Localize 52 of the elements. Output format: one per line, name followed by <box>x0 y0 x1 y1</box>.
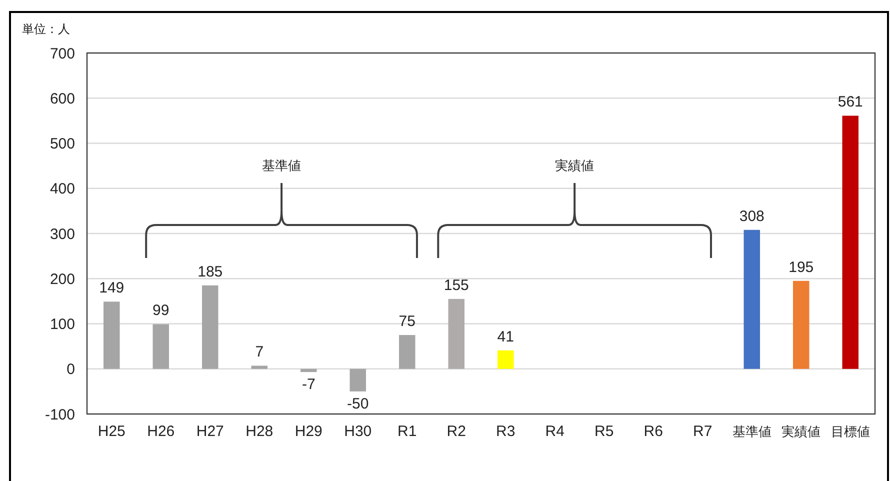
x-tick-label: R6 <box>644 423 663 440</box>
y-tick-label: 600 <box>50 90 75 108</box>
x-tick-label: H30 <box>344 423 372 440</box>
data-label: -50 <box>347 395 369 412</box>
x-tick-label: H27 <box>196 423 224 440</box>
data-label: -7 <box>302 376 316 394</box>
y-tick-label: 200 <box>50 270 75 288</box>
y-tick-label: 0 <box>66 361 75 378</box>
y-axis-title: 単位：人 <box>22 22 70 36</box>
bar <box>448 298 464 369</box>
bar <box>300 368 317 372</box>
bar <box>104 302 120 369</box>
y-tick-label: -100 <box>44 406 75 424</box>
y-tick-label: 400 <box>50 180 75 198</box>
bar <box>793 280 810 369</box>
data-label: 185 <box>198 263 223 280</box>
bar <box>399 335 416 369</box>
data-label: 308 <box>739 208 764 225</box>
bar <box>498 350 514 369</box>
y-tick-label: 100 <box>50 316 75 333</box>
y-tick-label: 500 <box>50 136 75 152</box>
x-tick-label: R1 <box>398 423 417 440</box>
bar <box>251 366 268 369</box>
data-label: 149 <box>99 280 124 297</box>
data-label: 75 <box>398 313 416 330</box>
data-label: 7 <box>255 344 264 361</box>
bar <box>744 230 760 369</box>
x-tick-label: R2 <box>446 423 466 440</box>
x-tick-label: R5 <box>594 423 614 440</box>
data-label: 561 <box>838 94 863 111</box>
y-tick-label: 700 <box>50 45 75 62</box>
x-tick-label: 基準値 <box>732 424 772 439</box>
x-tick-label: R4 <box>545 423 564 440</box>
x-tick-label: 目標値 <box>830 424 870 439</box>
y-tick-label: 300 <box>50 226 75 243</box>
data-label: 195 <box>788 258 814 276</box>
data-label: 41 <box>497 328 514 346</box>
bar <box>152 324 169 369</box>
x-tick-label: 実績値 <box>782 424 821 439</box>
bar <box>350 368 366 392</box>
annotation: 実績値 <box>555 158 594 173</box>
x-tick-label: H25 <box>98 423 126 440</box>
x-tick-label: R3 <box>496 423 516 440</box>
x-tick-label: R7 <box>693 423 712 440</box>
annotation: 基準値 <box>262 158 302 173</box>
x-tick-label: H26 <box>147 423 175 440</box>
x-tick-label: H29 <box>294 423 322 440</box>
bar <box>202 285 218 369</box>
data-label: 99 <box>152 302 170 320</box>
data-label: 155 <box>444 276 469 294</box>
x-tick-label: H28 <box>246 423 274 440</box>
bar <box>842 116 858 369</box>
